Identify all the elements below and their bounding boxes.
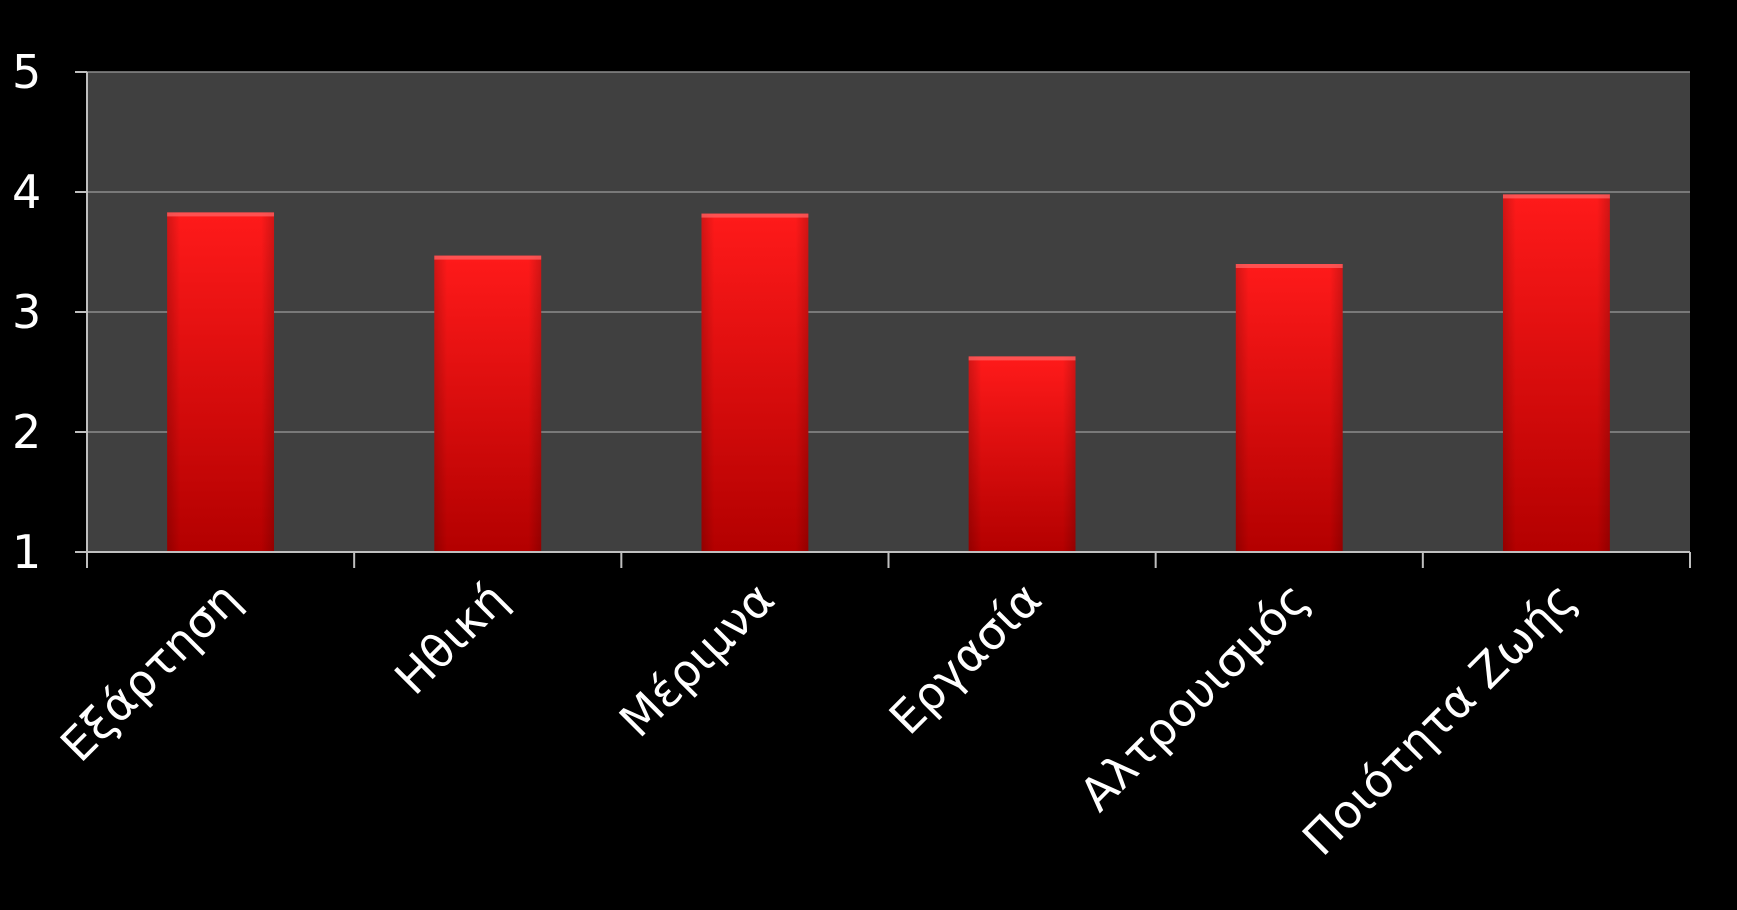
bar-shading [167, 212, 275, 552]
x-category-label: Ποιότητα Ζωής [1292, 572, 1586, 866]
bar-shading [1502, 194, 1610, 552]
bar-highlight [701, 213, 809, 218]
x-category-label: Αλτρουισμός [1069, 572, 1319, 822]
x-category-label: Ηθική [384, 572, 517, 705]
y-tick-label: 1 [12, 525, 41, 579]
x-category-label: Μέριμνα [609, 572, 785, 748]
x-axis-category-labels: Εξάρτηση Ηθική Μέριμνα Εργασία ΑλτρουισμόςΠο… [50, 572, 1586, 866]
y-tick-label: 3 [12, 285, 41, 339]
bar-highlight [1502, 194, 1610, 199]
bar-highlight [968, 356, 1076, 361]
bar [968, 356, 1076, 552]
y-tick-label: 2 [12, 405, 41, 459]
bar-highlight [1235, 264, 1343, 268]
y-tick-label: 5 [12, 45, 41, 99]
y-tick-label: 4 [12, 165, 41, 219]
x-category-label: Εξάρτηση [50, 572, 250, 772]
x-category-label: Εργασία [879, 572, 1052, 745]
gridlines [87, 71, 1690, 433]
bar-shading [434, 255, 542, 552]
bars [167, 194, 1610, 552]
bar-shading [701, 213, 809, 552]
bar [167, 212, 275, 552]
bar-shading [1235, 264, 1343, 552]
axes [75, 71, 1691, 568]
bar [1235, 264, 1343, 552]
bar [434, 255, 542, 552]
bar-highlight [167, 212, 275, 217]
bar [1502, 194, 1610, 552]
y-axis-tick-labels: 1 2 3 4 5 [12, 45, 41, 579]
bar-shading [968, 356, 1076, 552]
bar [701, 213, 809, 552]
bar-highlight [434, 255, 542, 260]
